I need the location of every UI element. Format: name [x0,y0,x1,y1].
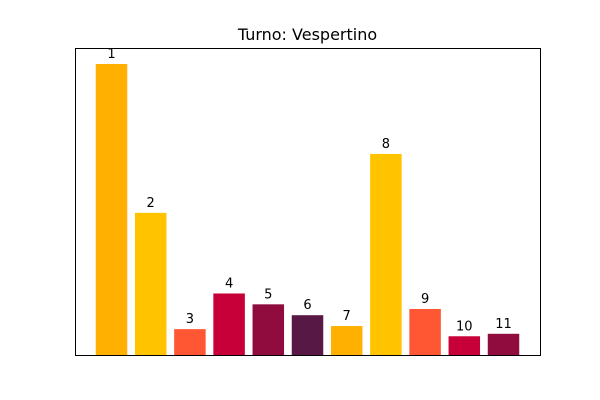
bar-5 [252,304,285,356]
bar-2 [134,212,167,356]
chart-title: Turno: Vespertino [237,25,377,44]
bar-label-2: 2 [147,196,155,211]
bar-10 [448,336,481,356]
bar-6 [291,315,324,356]
bar-label-8: 8 [382,137,390,152]
bar-label-7: 7 [343,309,351,324]
bar-label-9: 9 [421,292,429,307]
bars-layer [95,64,520,356]
bar-label-4: 4 [225,276,233,291]
bar-7 [330,326,363,356]
bar-label-1: 1 [107,47,115,62]
bar-label-10: 10 [456,319,473,334]
bar-4 [213,293,245,356]
bar-1 [95,64,128,356]
bar-9 [409,308,441,356]
bar-3 [174,329,206,356]
bar-8 [370,153,402,356]
bar-label-3: 3 [186,312,194,327]
bar-label-11: 11 [495,317,512,332]
bar-label-6: 6 [303,298,311,313]
bar-labels-layer: 1 2 3 4 5 6 7 8 9 10 11 [107,47,511,334]
bar-label-5: 5 [264,287,272,302]
plot-frame [75,48,541,356]
bar-11 [487,333,520,356]
